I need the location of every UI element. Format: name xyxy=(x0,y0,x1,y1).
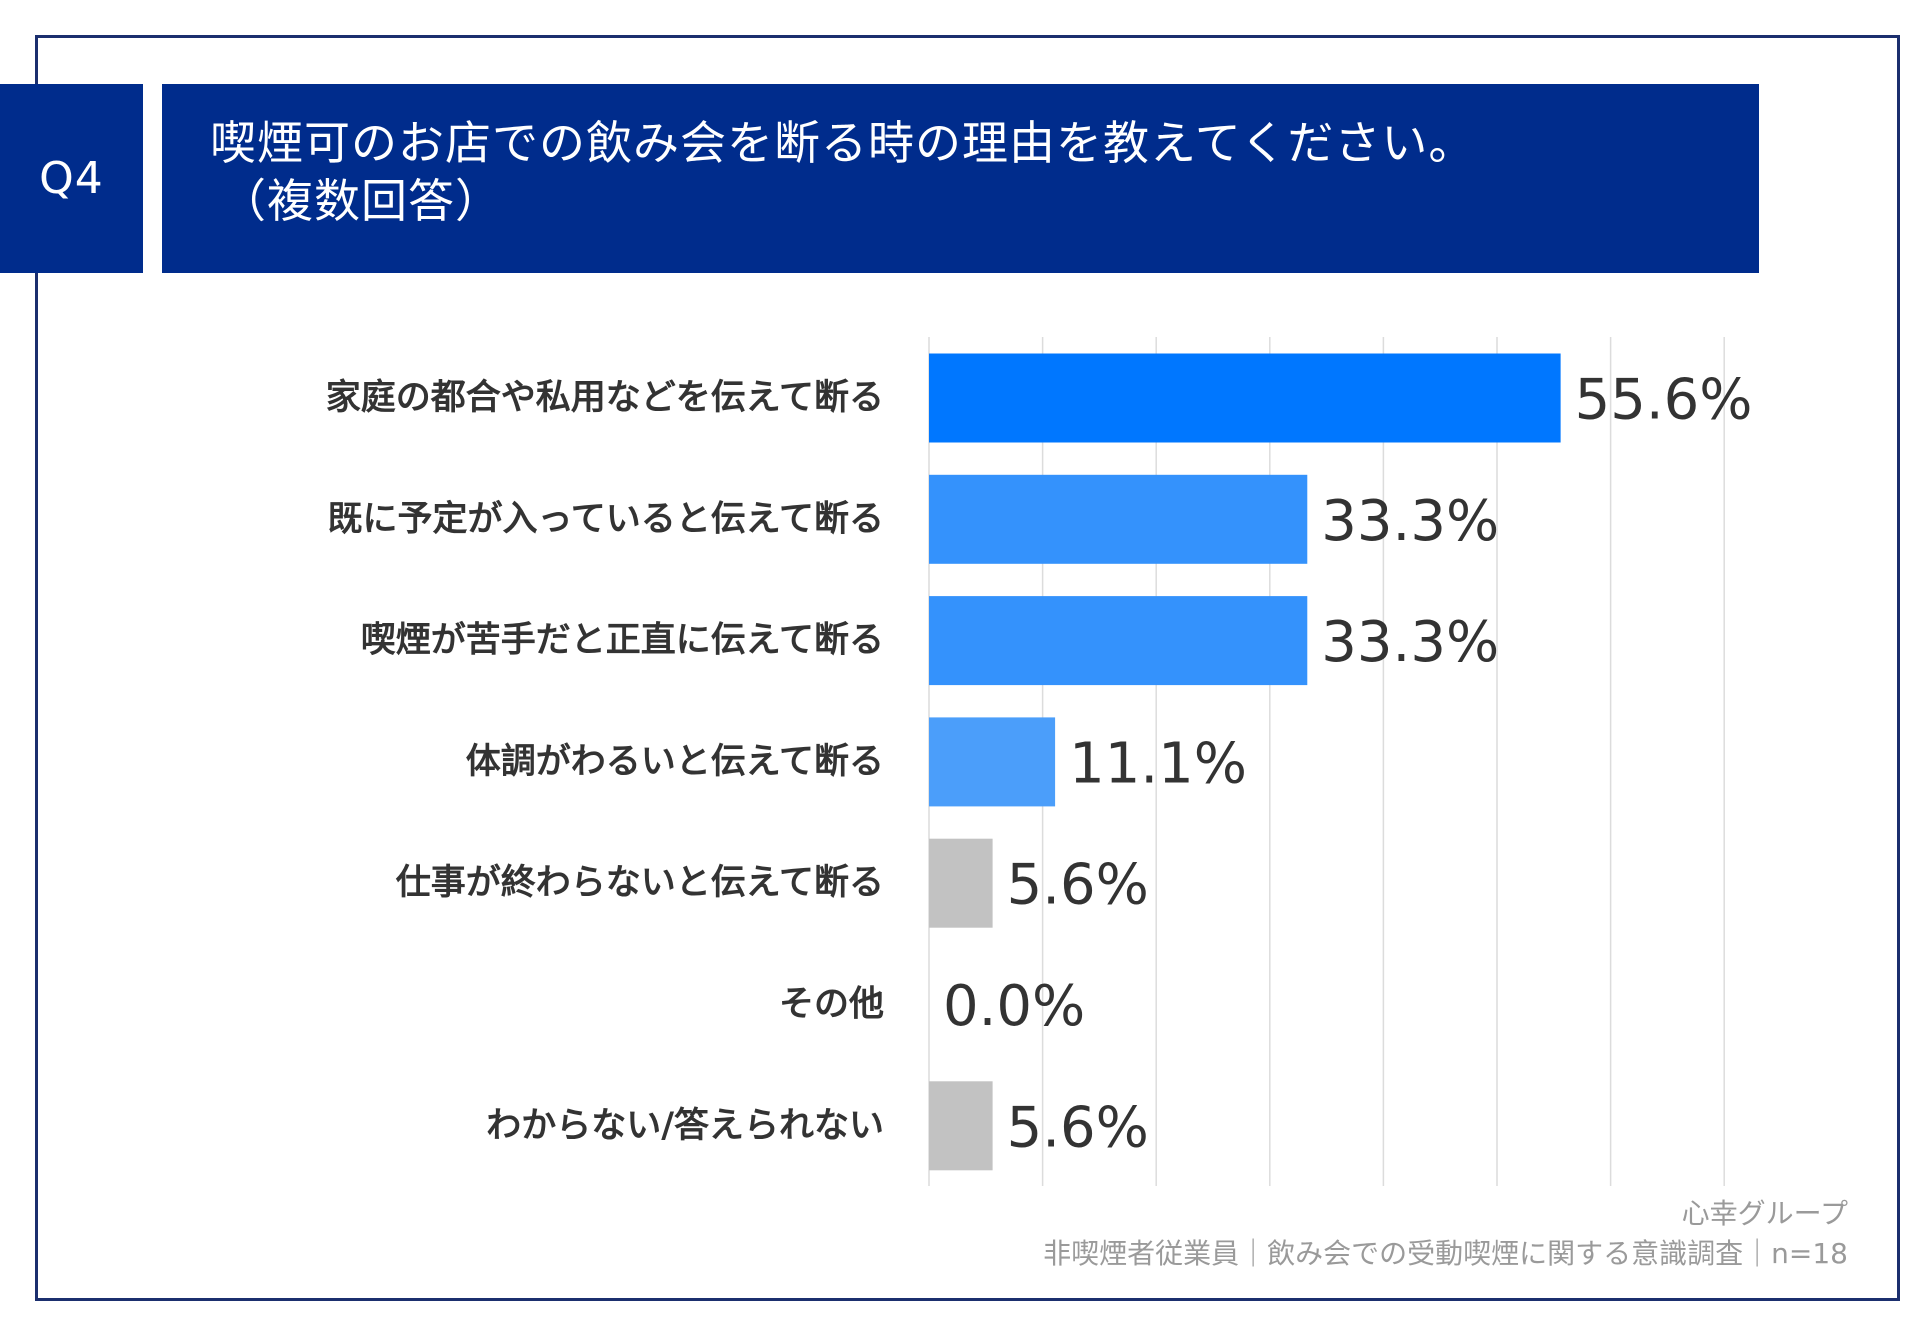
value-label: 0.0% xyxy=(943,974,1085,1039)
value-label: 33.3% xyxy=(1321,610,1499,675)
bar xyxy=(929,353,1561,443)
category-label: その他 xyxy=(779,985,884,1025)
category-label: 仕事が終わらないと伝えて断る xyxy=(396,863,884,903)
value-label: 55.6% xyxy=(1575,368,1753,433)
category-label: 家庭の都合や私用などを伝えて断る xyxy=(326,377,884,418)
bar xyxy=(929,474,1308,564)
bars xyxy=(929,353,1561,1171)
category-label: 体調がわるいと伝えて断る xyxy=(466,742,884,782)
bar xyxy=(929,717,1056,807)
title-bar: 喫煙可のお店での飲み会を断る時の理由を教えてください。 （複数回答） xyxy=(162,84,1759,273)
source-credit: 非喫煙者従業員｜飲み会での受動喫煙に関する意識調査｜n=18 xyxy=(1043,1237,1848,1270)
bar xyxy=(929,838,993,928)
category-label: 喫煙が苦手だと正直に伝えて断る xyxy=(361,621,884,661)
brand-credit: 心幸グループ xyxy=(1681,1197,1848,1230)
chart-title-line1: 喫煙可のお店での飲み会を断る時の理由を教えてください。 xyxy=(210,116,1476,170)
value-label: 5.6% xyxy=(1007,1095,1149,1160)
value-label: 33.3% xyxy=(1321,489,1499,554)
question-badge: Q4 xyxy=(0,84,143,273)
question-id: Q4 xyxy=(39,153,104,204)
value-label: 5.6% xyxy=(1007,853,1149,918)
value-label: 11.1% xyxy=(1069,731,1247,796)
chart-title-line2: （複数回答） xyxy=(220,174,502,228)
category-label: わからない/答えられない xyxy=(486,1106,884,1146)
category-label: 既に予定が入っていると伝えて断る xyxy=(327,499,884,539)
labels: 家庭の都合や私用などを伝えて断る 55.6% 既に予定が入っていると伝えて断る 33.… xyxy=(326,368,1753,1161)
bar xyxy=(929,1081,993,1171)
bar xyxy=(929,596,1308,686)
